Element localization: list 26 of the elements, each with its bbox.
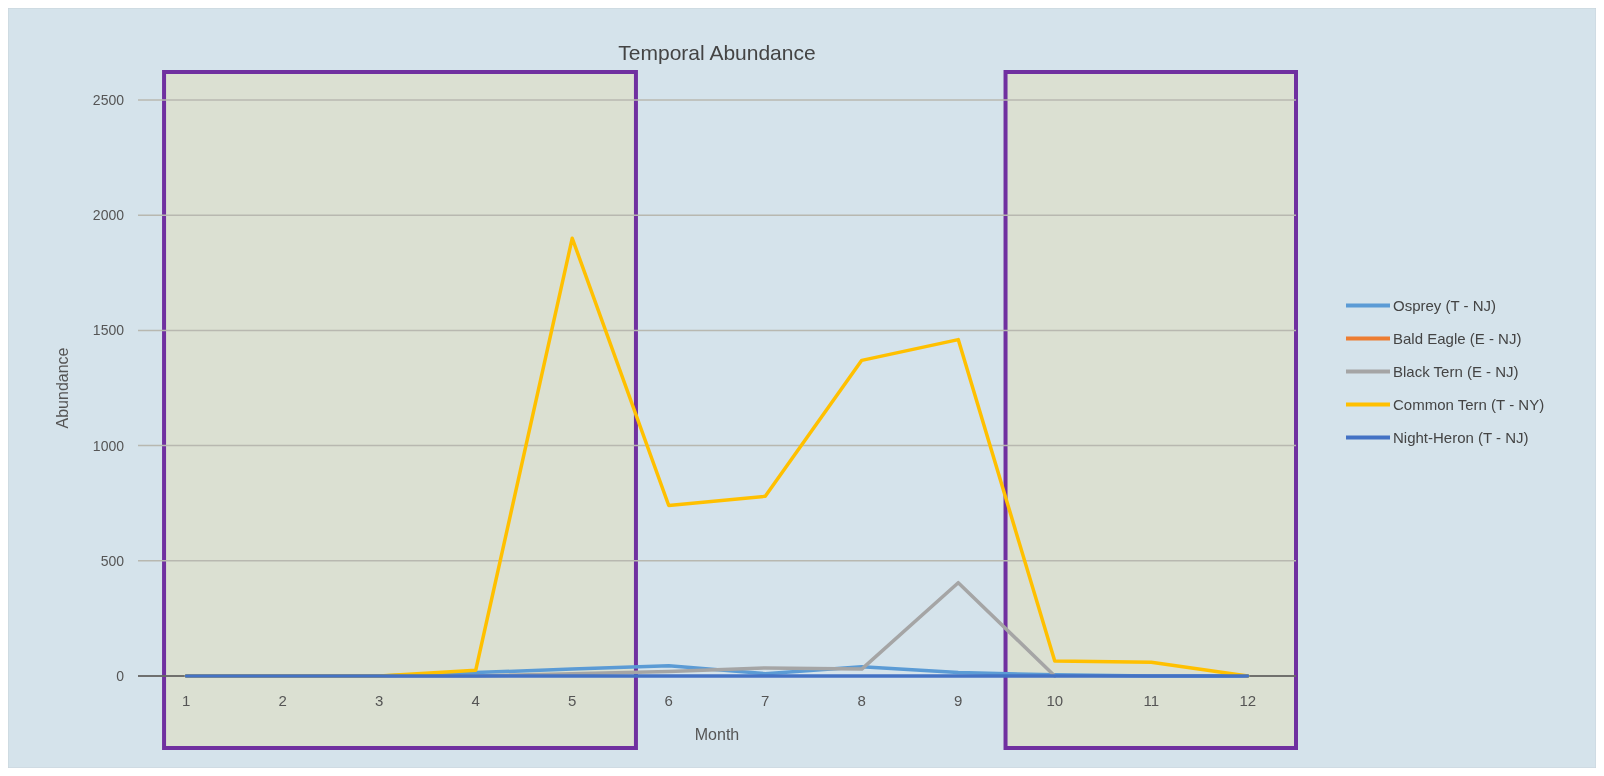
x-tick-label: 8 xyxy=(857,692,866,709)
x-tick-label: 11 xyxy=(1143,692,1160,709)
y-tick-label: 1500 xyxy=(92,322,125,339)
x-tick-label: 9 xyxy=(954,692,963,709)
x-tick-label: 4 xyxy=(471,692,480,709)
x-tick-label: 5 xyxy=(568,692,577,709)
y-tick-label: 500 xyxy=(100,552,125,569)
y-tick-label: 1000 xyxy=(92,437,125,454)
legend-label: Black Tern (E - NJ) xyxy=(1393,362,1519,380)
x-tick-label: 2 xyxy=(278,692,287,709)
chart-title: Temporal Abundance xyxy=(618,41,816,64)
x-tick-label: 10 xyxy=(1046,692,1064,709)
x-tick-label: 12 xyxy=(1239,692,1257,709)
x-axis-title: Month xyxy=(694,726,740,743)
y-tick-label: 2500 xyxy=(92,91,125,108)
x-tick-label: 7 xyxy=(761,692,770,709)
legend-label: Osprey (T - NJ) xyxy=(1393,296,1497,314)
y-axis-title: Abundance xyxy=(54,347,71,429)
legend-label: Bald Eagle (E - NJ) xyxy=(1393,329,1522,347)
y-tick-label: 2000 xyxy=(92,207,125,224)
legend-label: Common Tern (T - NY) xyxy=(1393,395,1545,413)
legend-label: Night-Heron (T - NJ) xyxy=(1393,428,1529,446)
x-tick-label: 6 xyxy=(664,692,673,709)
x-tick-label: 1 xyxy=(182,692,191,709)
x-tick-label: 3 xyxy=(375,692,384,709)
y-tick-label: 0 xyxy=(116,667,125,684)
